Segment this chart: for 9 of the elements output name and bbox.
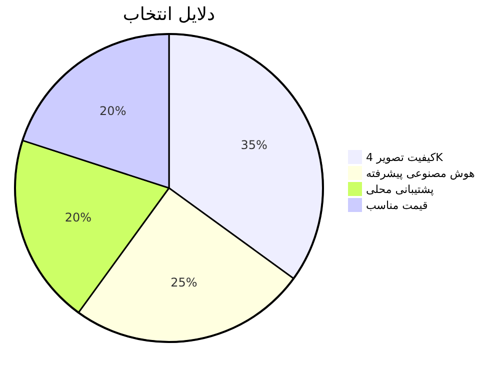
data-label: 20% — [100, 104, 126, 118]
legend-label: هوش مصنوعی پیشرفته — [366, 167, 476, 180]
legend-label: قیمت مناسب — [366, 199, 428, 212]
data-label: 25% — [170, 276, 198, 290]
data-label: 35% — [240, 138, 268, 152]
data-label: 20% — [64, 210, 92, 225]
legend-label: پشتیبانی محلی — [366, 183, 434, 196]
chart-title: دلایل انتخاب — [122, 4, 216, 25]
legend-label: کیفیت تصویر 4K — [366, 151, 444, 164]
